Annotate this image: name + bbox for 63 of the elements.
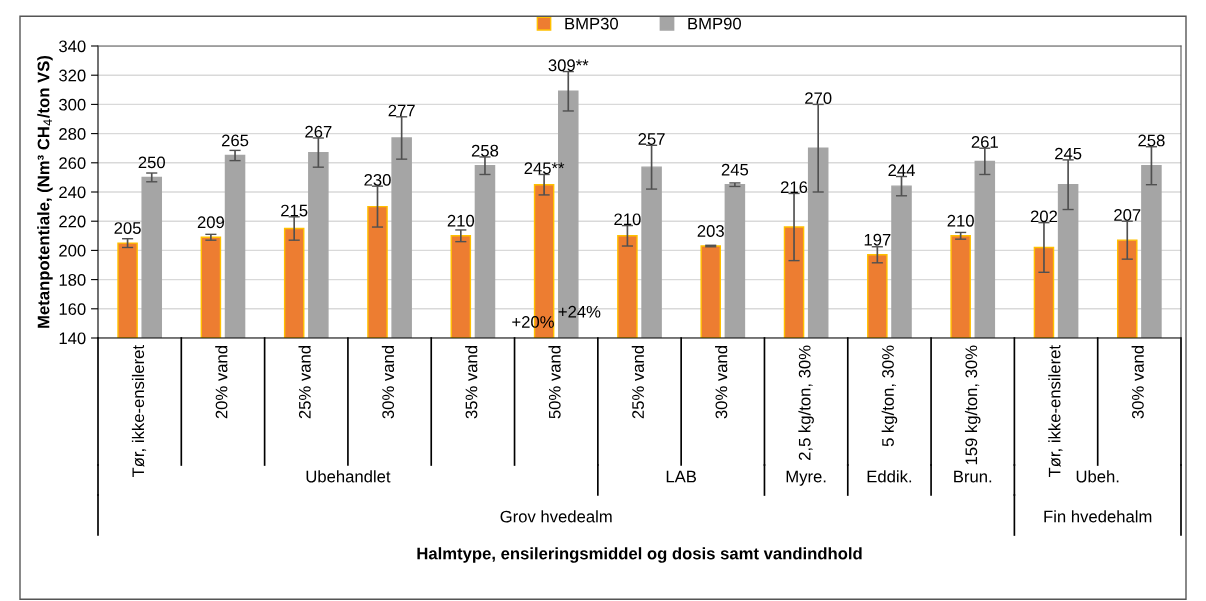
data-label: 257 [638, 133, 665, 145]
x-tick-label: Tør, ikke-ensileret [131, 345, 147, 478]
x-tick-label: 2,5 kg/ton, 30% [798, 345, 814, 460]
data-label: 210 [614, 213, 641, 226]
x-tick-label: 30% vand [381, 346, 395, 419]
data-label: 245 [1055, 147, 1082, 160]
text: Myre. [786, 470, 826, 486]
x-tick-label: 30% vand [1131, 346, 1144, 419]
x-tick-label: 25% vand [298, 346, 311, 419]
data-label: 309** [548, 59, 589, 72]
x-tick-label: 50% vand [548, 346, 561, 419]
data-label: 265 [221, 134, 249, 147]
data-label: 258 [471, 144, 499, 157]
y-tick-label: 220 [59, 215, 86, 228]
text: Brun. [954, 470, 992, 483]
text: LAB [666, 470, 697, 483]
y-tick-label: 300 [59, 98, 86, 111]
data-label: 209 [197, 216, 224, 229]
y-tick-label: 180 [59, 274, 86, 286]
data-label: 250 [138, 156, 165, 169]
x-axis-title: Halmtype, ensileringsmiddel og dosis samt vandindhold [417, 547, 862, 563]
data-label: 205 [114, 222, 141, 234]
data-label: 270 [805, 92, 832, 105]
data-label: 261 [971, 136, 998, 148]
data-label: 245** [524, 162, 565, 175]
text: Eddik. [867, 470, 912, 483]
x-tick-label: 30% vand [715, 346, 728, 419]
x-tick-label: Tør, ikke-ensileret [1048, 345, 1063, 478]
data-label: 267 [305, 125, 332, 138]
y-tick-label: 240 [59, 186, 86, 199]
x-tick-label: 159 kg/ton, 30% [964, 345, 981, 465]
x-tick-label: 25% vand [631, 346, 644, 419]
legend-label: BMP30 [565, 17, 619, 30]
data-label: 210 [947, 214, 974, 227]
y-tick-label: 160 [59, 303, 86, 315]
data-label: 258 [1138, 134, 1165, 147]
text: Grov hvedealm [500, 510, 612, 523]
annotation: +24% [558, 305, 601, 318]
text: Ubeh. [1076, 470, 1119, 483]
data-label: 230 [364, 173, 391, 186]
data-label: 207 [1114, 209, 1141, 221]
data-label: 216 [780, 181, 808, 194]
text: Ubehandlet [306, 470, 391, 483]
data-label: 210 [447, 214, 475, 227]
y-tick-label: 200 [59, 244, 86, 257]
y-tick-label: 280 [59, 128, 86, 140]
data-label: 277 [388, 104, 415, 117]
x-tick-label: 5 kg/ton, 30% [881, 345, 898, 447]
y-tick-label: 260 [59, 157, 86, 169]
text: Fin hvedehalm [1044, 510, 1152, 523]
data-label: 197 [864, 233, 891, 246]
y-tick-label: 340 [59, 40, 86, 53]
x-tick-label: 20% vand [215, 346, 228, 419]
y-axis-title: Metanpotentiale, (Nm³ CH$_{4}$/ton VS) [37, 55, 53, 328]
data-label: 203 [697, 225, 724, 237]
y-tick-label: 320 [59, 69, 86, 82]
data-label: 215 [281, 204, 308, 217]
y-tick-label: 140 [59, 332, 86, 345]
data-label: 245 [721, 163, 749, 176]
data-label: 202 [1030, 210, 1058, 223]
x-tick-label: 35% vand [465, 346, 478, 419]
data-label: 244 [888, 164, 915, 176]
legend-label: BMP90 [688, 17, 741, 30]
